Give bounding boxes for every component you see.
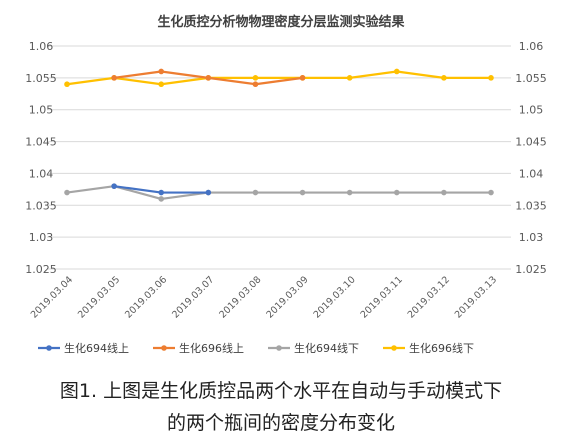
y-tick-label-right: 1.03 (519, 231, 544, 244)
y-tick-label-left: 1.03 (29, 231, 54, 244)
legend-entry: 生化696线下 (383, 341, 474, 355)
x-tick-label: 2019.03.13 (453, 274, 499, 320)
series-1 (111, 183, 212, 196)
legend-swatch-marker (46, 345, 52, 351)
series-2 (111, 68, 306, 88)
data-point (158, 68, 165, 75)
legend: 生化694线上 生化696线上 生化694线下 生化696线下 (38, 341, 474, 355)
legend-swatch-marker (391, 345, 397, 351)
y-tick-label-left: 1.06 (29, 40, 54, 53)
y-tick-label-right: 1.045 (515, 136, 547, 149)
legend-swatch-marker (161, 345, 167, 351)
x-tick-label: 2019.03.10 (312, 274, 358, 320)
y-axis-right-ticks: 1.06 1.055 1.05 1.045 1.04 1.035 1.03 1.025 (515, 40, 547, 276)
data-point (158, 189, 165, 196)
data-point (64, 189, 70, 196)
y-tick-label-right: 1.04 (519, 167, 544, 180)
data-point (252, 81, 259, 88)
data-point (111, 183, 117, 189)
x-tick-label: 2019.03.09 (264, 274, 310, 320)
data-point (393, 68, 400, 75)
series-3 (64, 183, 494, 202)
data-point (111, 75, 117, 81)
legend-entry: 生化696线上 (153, 341, 244, 355)
y-tick-label-left: 1.045 (25, 136, 57, 149)
data-point (205, 75, 212, 81)
data-point (488, 75, 494, 81)
grid-lines (47, 45, 511, 270)
data-point (346, 189, 353, 196)
x-tick-label: 2019.03.06 (123, 274, 169, 320)
x-tick-label: 2019.03.08 (217, 274, 263, 320)
legend-label: 生化694线上 (64, 341, 129, 355)
series-line (66, 185, 491, 201)
data-point (488, 189, 494, 196)
data-point (158, 81, 165, 88)
data-point (158, 196, 165, 202)
y-tick-label-right: 1.025 (515, 263, 547, 276)
x-tick-label: 2019.03.05 (76, 274, 122, 320)
data-point (346, 75, 353, 81)
legend-swatch-marker (276, 345, 282, 351)
data-point (299, 75, 306, 81)
series-line (66, 70, 491, 86)
line-chart: 生化质控分析物物理密度分层监测实验结果 1.061.0551.051.0451.… (25, 14, 547, 355)
x-tick-label: 2019.03.12 (406, 274, 452, 320)
y-tick-label-right: 1.055 (515, 72, 547, 85)
y-tick-label-right: 1.035 (515, 199, 547, 212)
y-tick-label-left: 1.025 (25, 263, 57, 276)
series-lines (64, 68, 494, 202)
x-tick-label: 2019.03.11 (359, 274, 405, 320)
legend-label: 生化694线下 (294, 341, 359, 355)
data-point (393, 189, 400, 196)
data-point (252, 189, 259, 196)
legend-label: 生化696线上 (179, 341, 244, 355)
chart-title: 生化质控分析物物理密度分层监测实验结果 (157, 14, 404, 30)
data-point (252, 75, 259, 81)
data-point (299, 189, 306, 196)
x-tick-label: 2019.03.04 (29, 274, 75, 320)
x-axis-ticks: 2019.03.04 2019.03.05 2019.03.06 2019.03.07… (29, 274, 499, 320)
data-point (64, 81, 70, 88)
figure-caption-line-1: 图1. 上图是生化质控品两个水平在自动与手动模式下 (59, 380, 503, 402)
y-tick-label-right: 1.05 (519, 104, 544, 117)
y-axis-left-ticks: 1.06 1.055 1.05 1.045 1.04 1.035 1.03 1.025 (25, 40, 57, 276)
x-tick-label: 2019.03.07 (170, 274, 216, 320)
y-tick-label-right: 1.06 (519, 40, 544, 53)
data-point (205, 189, 212, 196)
y-tick-label-left: 1.04 (29, 167, 54, 180)
data-point (441, 75, 447, 81)
y-tick-label-left: 1.035 (25, 199, 57, 212)
legend-entry: 生化694线上 (38, 341, 129, 355)
y-tick-label-left: 1.055 (25, 72, 57, 85)
legend-entry: 生化694线下 (268, 341, 359, 355)
figure-caption-line-2: 的两个瓶间的密度分布变化 (166, 412, 395, 434)
y-tick-label-left: 1.05 (29, 104, 54, 117)
data-point (441, 189, 447, 196)
legend-label: 生化696线下 (409, 341, 474, 355)
